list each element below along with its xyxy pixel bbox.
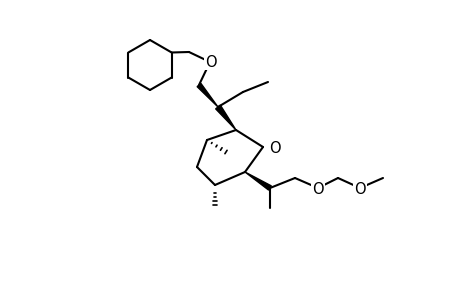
Polygon shape xyxy=(245,172,271,190)
Text: O: O xyxy=(269,140,280,155)
Polygon shape xyxy=(215,105,235,130)
Text: O: O xyxy=(205,55,216,70)
Text: O: O xyxy=(353,182,365,196)
Polygon shape xyxy=(196,83,218,107)
Text: O: O xyxy=(312,182,323,196)
